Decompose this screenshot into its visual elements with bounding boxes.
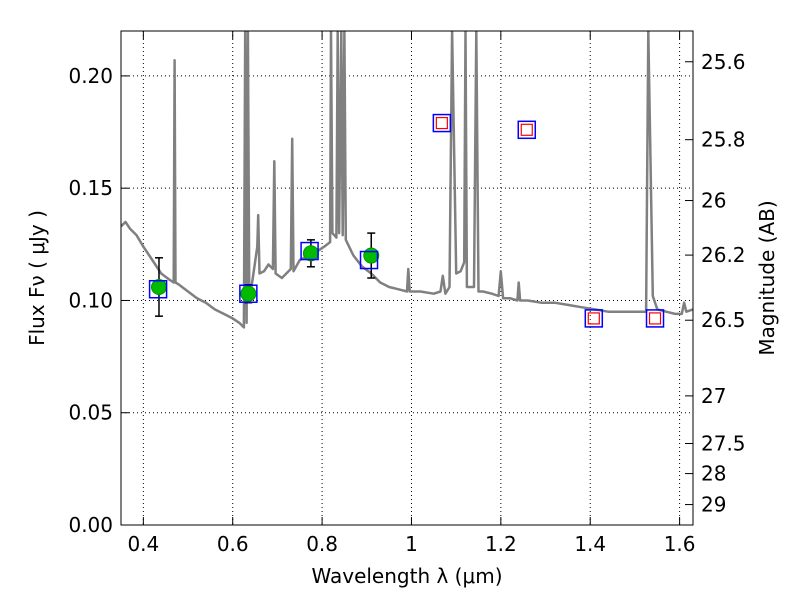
axis-ticks: 0.4 0.6 0.8 1 1.2 1.4 1.6 0.00 0.05 0.10 0.15 0.20 2… bbox=[68, 31, 746, 556]
x-tick-label: 1.6 bbox=[664, 532, 696, 556]
x-tick-label: 1.2 bbox=[485, 532, 517, 556]
right-tick-label: 26.5 bbox=[701, 308, 746, 332]
right-tick-label: 25.8 bbox=[701, 128, 746, 152]
y-tick-label: 0.20 bbox=[68, 64, 113, 88]
model-box-blue bbox=[645, 309, 665, 328]
model-box-blue bbox=[148, 279, 168, 299]
model-box-blue bbox=[517, 120, 537, 140]
x-tick-label: 0.4 bbox=[127, 532, 159, 556]
right-tick-label: 26 bbox=[701, 189, 726, 213]
right-tick-label: 25.6 bbox=[701, 50, 746, 74]
y-tick-label: 0.15 bbox=[68, 176, 113, 200]
observed-point bbox=[363, 247, 380, 264]
plot-frame bbox=[120, 30, 694, 526]
y-tick-label: 0.05 bbox=[68, 401, 113, 425]
observed-point bbox=[150, 278, 167, 295]
model-photometry-boxes bbox=[148, 113, 665, 328]
model-box-blue bbox=[239, 284, 258, 303]
observed-point bbox=[240, 285, 257, 302]
y-tick-label: 0.00 bbox=[68, 513, 113, 537]
model-box-blue bbox=[432, 113, 452, 133]
right-tick-label: 26.2 bbox=[701, 243, 746, 267]
model-sed-curve bbox=[121, 31, 693, 329]
right-tick-label: 29 bbox=[701, 493, 726, 517]
observed-points bbox=[150, 245, 380, 302]
y-tick-label: 0.10 bbox=[68, 288, 113, 312]
model-box-blue bbox=[300, 241, 319, 261]
x-tick-label: 0.8 bbox=[306, 532, 338, 556]
model-box-red bbox=[648, 312, 662, 325]
right-tick-label: 27 bbox=[701, 384, 726, 408]
model-box-blue bbox=[584, 309, 604, 328]
model-box-red bbox=[435, 116, 448, 130]
right-tick-label: 27.5 bbox=[701, 431, 746, 455]
right-axis-label: Magnitude (AB) bbox=[755, 200, 779, 355]
model-box-red bbox=[587, 312, 600, 325]
x-axis-label: Wavelength λ (μm) bbox=[311, 564, 502, 588]
x-tick-label: 0.6 bbox=[217, 532, 249, 556]
x-tick-label: 1.4 bbox=[574, 532, 606, 556]
x-tick-label: 1 bbox=[405, 532, 418, 556]
sed-line bbox=[121, 31, 693, 329]
model-box-blue bbox=[359, 250, 379, 270]
y-axis-label: Flux Fν ( μJy ) bbox=[25, 210, 49, 346]
right-tick-label: 28 bbox=[701, 462, 726, 486]
model-box-red bbox=[520, 123, 533, 136]
observed-point bbox=[302, 245, 319, 262]
